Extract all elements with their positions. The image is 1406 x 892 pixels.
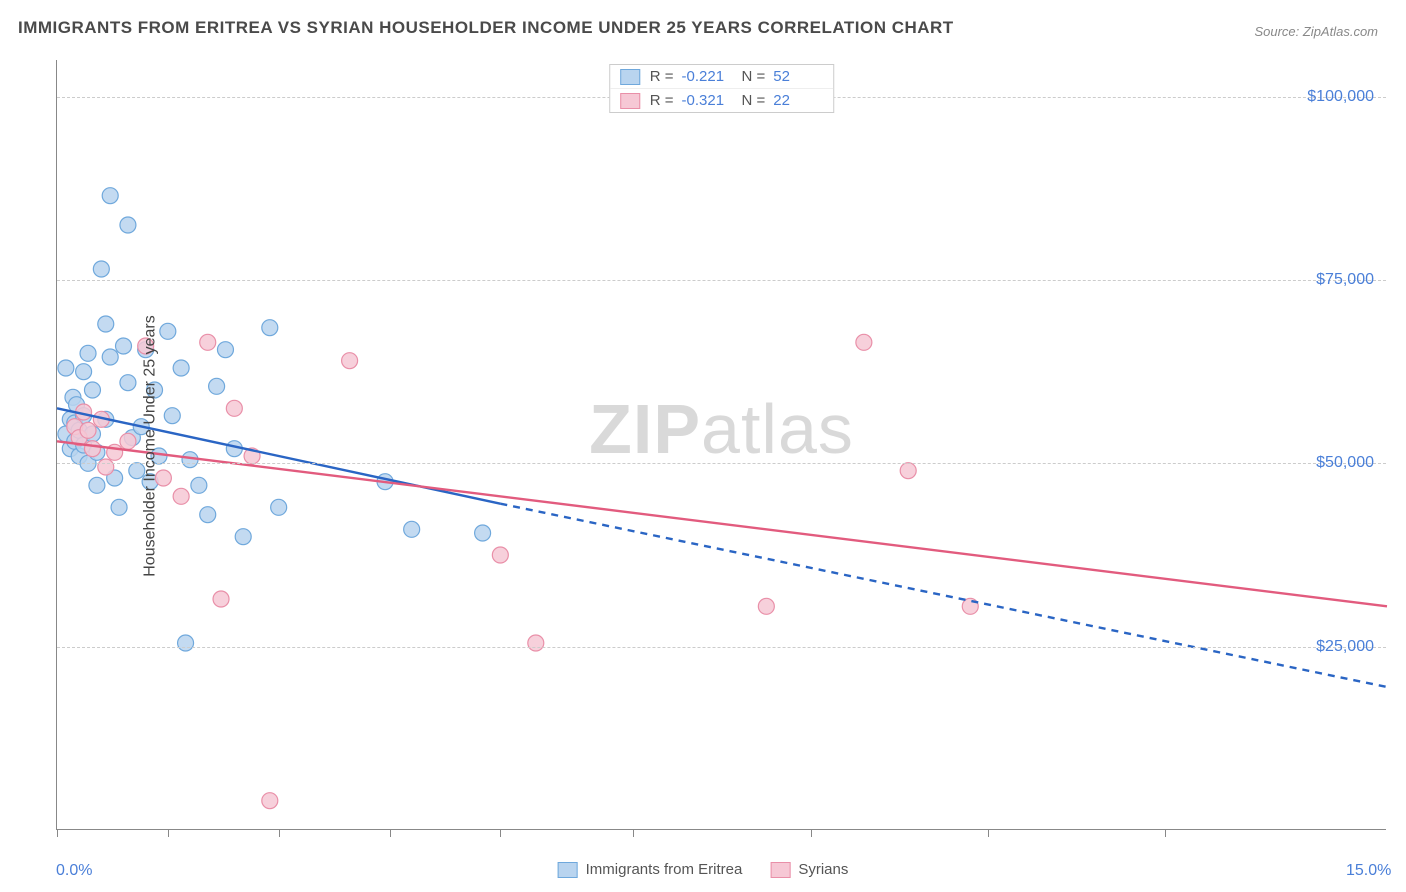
- gridline: [57, 280, 1386, 281]
- x-tick: [811, 829, 812, 837]
- legend-r-value-1: -0.221: [682, 68, 732, 85]
- regression-line: [500, 504, 1387, 687]
- data-point: [758, 598, 774, 614]
- data-point: [404, 521, 420, 537]
- legend-row-series-1: R = -0.221 N = 52: [610, 65, 834, 88]
- data-point: [262, 320, 278, 336]
- legend-n-label: N =: [742, 92, 766, 109]
- data-point: [226, 400, 242, 416]
- x-tick: [168, 829, 169, 837]
- data-point: [209, 378, 225, 394]
- data-point: [342, 353, 358, 369]
- x-tick: [279, 829, 280, 837]
- data-point: [262, 793, 278, 809]
- data-point: [98, 316, 114, 332]
- data-point: [475, 525, 491, 541]
- swatch-series-2: [770, 862, 790, 878]
- data-point: [900, 463, 916, 479]
- chart-svg: [57, 60, 1386, 829]
- data-point: [116, 338, 132, 354]
- y-axis-label: Householder Income Under 25 years: [142, 315, 160, 576]
- swatch-series-1: [558, 862, 578, 878]
- data-point: [111, 499, 127, 515]
- legend-n-label: N =: [742, 68, 766, 85]
- legend-item-series-1: Immigrants from Eritrea: [558, 861, 743, 878]
- data-point: [98, 459, 114, 475]
- data-point: [84, 441, 100, 457]
- source-attribution: Source: ZipAtlas.com: [1254, 24, 1378, 39]
- data-point: [213, 591, 229, 607]
- legend-r-label: R =: [650, 68, 674, 85]
- data-point: [492, 547, 508, 563]
- y-tick-label: $50,000: [1316, 454, 1374, 472]
- data-point: [173, 360, 189, 376]
- legend-row-series-2: R = -0.321 N = 22: [610, 88, 834, 112]
- data-point: [120, 375, 136, 391]
- regression-line: [57, 441, 1387, 606]
- data-point: [80, 422, 96, 438]
- gridline: [57, 647, 1386, 648]
- data-point: [200, 507, 216, 523]
- data-point: [164, 408, 180, 424]
- legend-correlation: R = -0.221 N = 52 R = -0.321 N = 22: [609, 64, 835, 113]
- data-point: [200, 334, 216, 350]
- legend-series: Immigrants from Eritrea Syrians: [558, 861, 849, 878]
- regression-line: [57, 408, 500, 503]
- data-point: [80, 345, 96, 361]
- legend-n-value-1: 52: [773, 68, 823, 85]
- swatch-series-1: [620, 69, 640, 85]
- chart-title: IMMIGRANTS FROM ERITREA VS SYRIAN HOUSEH…: [18, 18, 954, 38]
- data-point: [528, 635, 544, 651]
- data-point: [120, 217, 136, 233]
- x-tick: [500, 829, 501, 837]
- x-tick: [633, 829, 634, 837]
- data-point: [84, 382, 100, 398]
- data-point: [856, 334, 872, 350]
- data-point: [217, 342, 233, 358]
- data-point: [173, 488, 189, 504]
- y-tick-label: $25,000: [1316, 638, 1374, 656]
- data-point: [271, 499, 287, 515]
- legend-item-series-2: Syrians: [770, 861, 848, 878]
- data-point: [58, 360, 74, 376]
- data-point: [235, 529, 251, 545]
- legend-n-value-2: 22: [773, 92, 823, 109]
- data-point: [120, 433, 136, 449]
- legend-r-value-2: -0.321: [682, 92, 732, 109]
- data-point: [76, 364, 92, 380]
- data-point: [191, 477, 207, 493]
- gridline: [57, 463, 1386, 464]
- x-tick: [1165, 829, 1166, 837]
- data-point: [102, 188, 118, 204]
- x-tick: [988, 829, 989, 837]
- y-tick-label: $100,000: [1307, 88, 1374, 106]
- swatch-series-2: [620, 93, 640, 109]
- plot-area: ZIPatlas R = -0.221 N = 52 R = -0.321 N …: [56, 60, 1386, 830]
- data-point: [102, 349, 118, 365]
- data-point: [160, 323, 176, 339]
- legend-series-2-name: Syrians: [798, 861, 848, 878]
- y-tick-label: $75,000: [1316, 271, 1374, 289]
- legend-series-1-name: Immigrants from Eritrea: [586, 861, 743, 878]
- x-tick-label: 0.0%: [56, 862, 92, 880]
- data-point: [93, 261, 109, 277]
- x-tick: [57, 829, 58, 837]
- x-tick: [390, 829, 391, 837]
- data-point: [178, 635, 194, 651]
- x-tick-label: 15.0%: [1346, 862, 1391, 880]
- data-point: [89, 477, 105, 493]
- legend-r-label: R =: [650, 92, 674, 109]
